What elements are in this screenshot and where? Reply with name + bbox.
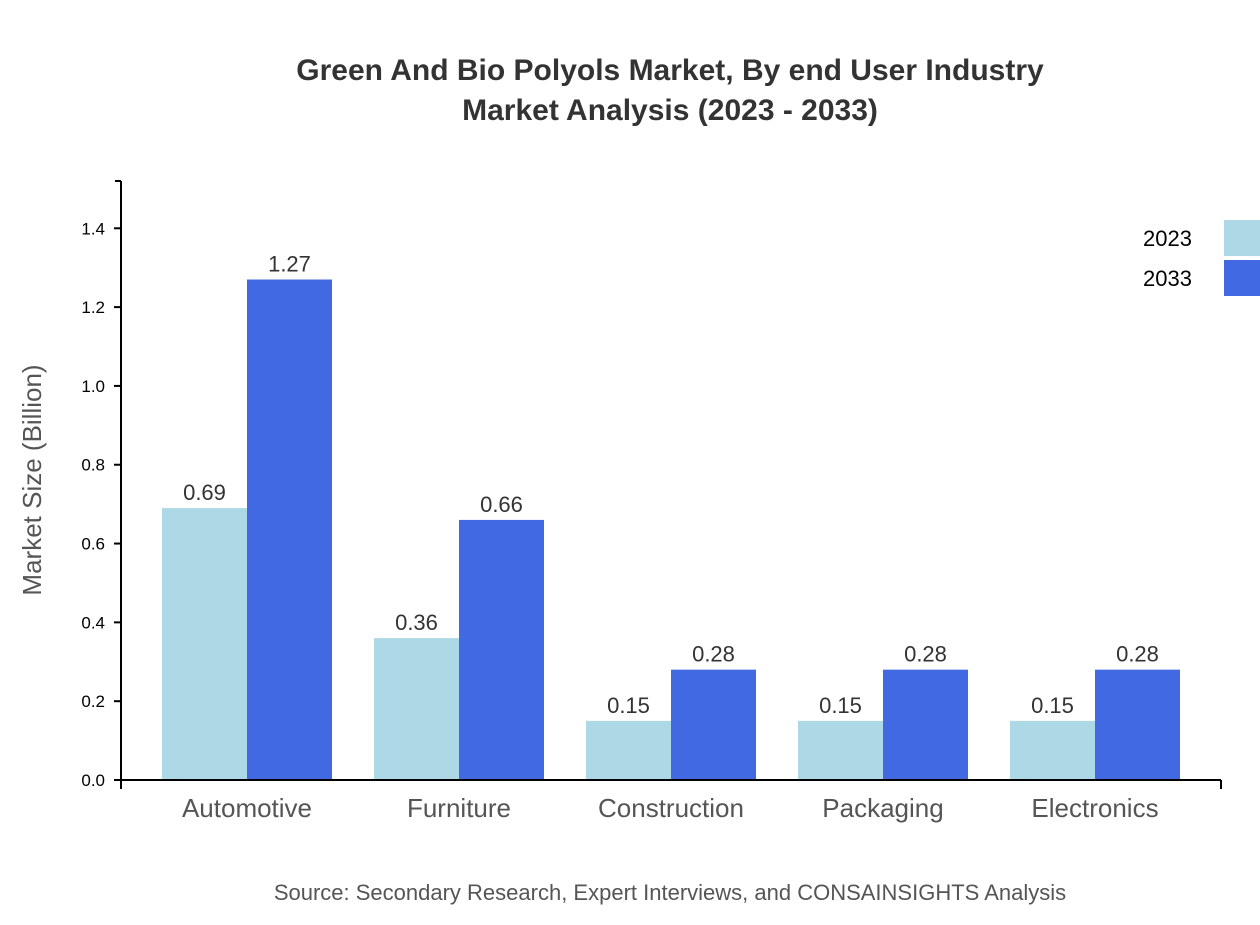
data-label: 0.15	[1031, 693, 1074, 718]
y-tick-label: 0.6	[81, 535, 105, 554]
legend-label: 2033	[1143, 266, 1192, 291]
data-label: 0.69	[183, 480, 226, 505]
legend-label: 2023	[1143, 226, 1192, 251]
bar-2023-automotive	[162, 508, 247, 780]
source-note: Source: Secondary Research, Expert Inter…	[274, 880, 1066, 905]
y-tick-label: 1.0	[81, 377, 105, 396]
bar-2023-construction	[586, 720, 671, 780]
bar-2033-furniture	[459, 519, 544, 780]
data-label: 0.66	[480, 492, 523, 517]
data-label: 0.28	[692, 642, 735, 667]
x-tick-label: Electronics	[1031, 793, 1158, 823]
bar-2023-electronics	[1010, 720, 1095, 780]
bar-2033-packaging	[883, 669, 968, 780]
y-tick-label: 1.4	[81, 219, 105, 238]
y-tick-label: 0.0	[81, 771, 105, 790]
chart-title-line-1: Green And Bio Polyols Market, By end Use…	[296, 54, 1044, 87]
legend-swatch-2033	[1224, 260, 1260, 296]
data-label: 1.27	[268, 252, 311, 277]
chart-title-line-2: Market Analysis (2023 - 2033)	[462, 94, 878, 127]
data-label: 0.28	[904, 642, 947, 667]
y-axis-label: Market Size (Billion)	[17, 364, 47, 595]
legend-swatch-2023	[1224, 220, 1260, 256]
data-label: 0.15	[607, 693, 650, 718]
axes-group: 0.0 0.2 0.4 0.6 0.8 1.0 1.2 1.4 Automotive Furnit…	[81, 180, 1222, 823]
legend: 2023 2033	[1143, 220, 1260, 296]
bar-2033-automotive	[247, 279, 332, 780]
y-tick-label: 0.4	[81, 613, 105, 632]
bar-2023-packaging	[798, 720, 883, 780]
x-tick-label: Automotive	[182, 793, 312, 823]
bars-group: 0.69 1.27 0.36 0.66 0.15 0.28 0.15 0.28 0.15 0.28	[162, 252, 1180, 780]
data-label: 0.28	[1116, 642, 1159, 667]
bar-2033-construction	[671, 669, 756, 780]
data-label: 0.36	[395, 610, 438, 635]
data-label: 0.15	[819, 693, 862, 718]
x-tick-label: Furniture	[407, 793, 511, 823]
x-tick-label: Construction	[598, 793, 744, 823]
y-tick-label: 1.2	[81, 298, 105, 317]
bar-2033-electronics	[1095, 669, 1180, 780]
x-tick-label: Packaging	[822, 793, 943, 823]
y-tick-label: 0.2	[81, 692, 105, 711]
y-tick-label: 0.8	[81, 456, 105, 475]
bar-2023-furniture	[374, 638, 459, 780]
